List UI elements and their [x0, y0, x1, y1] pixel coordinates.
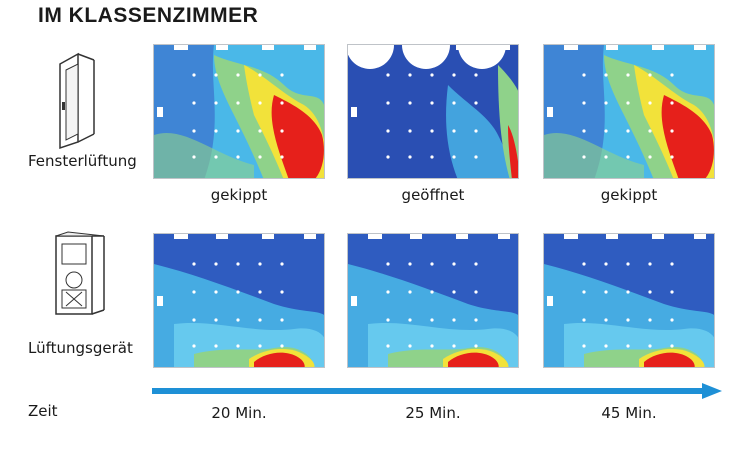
- ventilation-unit-icon: [55, 231, 105, 315]
- simulation-panel-open: [347, 44, 519, 179]
- time-value: 20 Min.: [211, 404, 267, 422]
- page-title: IM KLASSENZIMMER: [38, 4, 259, 27]
- time-label: Zeit: [28, 402, 58, 420]
- time-value: 45 Min.: [601, 404, 657, 422]
- simulation-panel-tilt-2: [543, 44, 715, 179]
- simulation-panel-unit-2: [347, 233, 519, 368]
- simulation-panel-unit-1: [153, 233, 325, 368]
- panel-caption: gekippt: [210, 186, 268, 204]
- simulation-panel-unit-3: [543, 233, 715, 368]
- time-arrow-shaft: [152, 388, 704, 394]
- row-label-fensterlueftung: Fensterlüftung: [28, 152, 137, 170]
- panel-caption: geöffnet: [401, 186, 465, 204]
- time-value: 25 Min.: [405, 404, 461, 422]
- window-tilt-icon: [59, 52, 95, 150]
- simulation-panel-tilt-1: [153, 44, 325, 179]
- panel-caption: gekippt: [600, 186, 658, 204]
- time-arrow: [152, 383, 722, 399]
- time-arrow-head: [702, 383, 722, 399]
- row-label-lueftungsgeraet: Lüftungsgerät: [28, 339, 133, 357]
